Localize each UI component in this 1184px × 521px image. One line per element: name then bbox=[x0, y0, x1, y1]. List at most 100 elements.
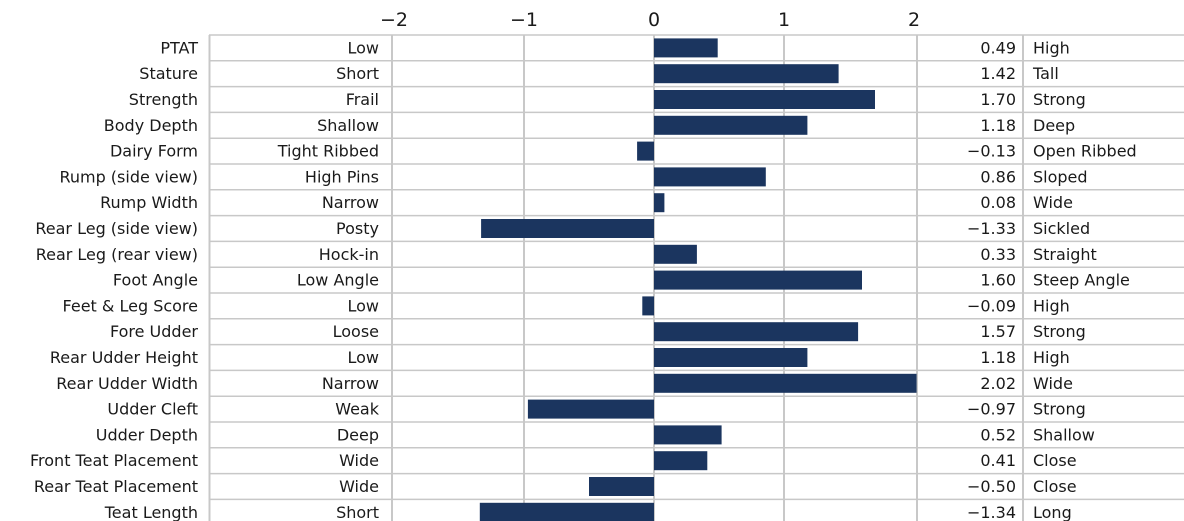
low-label: Posty bbox=[336, 219, 379, 238]
low-label: Wide bbox=[339, 477, 379, 496]
value-label: −0.97 bbox=[967, 400, 1016, 419]
high-label: Strong bbox=[1033, 322, 1086, 341]
x-tick-label: 0 bbox=[648, 9, 660, 31]
value-label: 1.57 bbox=[980, 322, 1016, 341]
x-tick-label: −1 bbox=[510, 9, 538, 31]
value-label: 1.18 bbox=[980, 348, 1016, 367]
trait-label: Feet & Leg Score bbox=[63, 296, 198, 315]
trait-label: Teat Length bbox=[104, 503, 198, 521]
bar-0 bbox=[654, 38, 718, 58]
x-tick-label: 2 bbox=[908, 9, 920, 31]
bar-16 bbox=[654, 451, 708, 471]
low-label: Low bbox=[347, 38, 379, 57]
x-tick-label: 1 bbox=[778, 9, 790, 31]
trait-label: Rear Leg (side view) bbox=[35, 219, 198, 238]
low-label: Frail bbox=[346, 90, 379, 109]
bar-4 bbox=[637, 141, 654, 161]
trait-label: Rear Leg (rear view) bbox=[36, 245, 198, 264]
high-label: High bbox=[1033, 348, 1070, 367]
trait-label: Rear Teat Placement bbox=[34, 477, 198, 496]
low-label: Low Angle bbox=[297, 271, 379, 290]
value-label: 1.70 bbox=[980, 90, 1016, 109]
trait-label: Udder Depth bbox=[96, 425, 198, 444]
low-label: Tight Ribbed bbox=[277, 142, 379, 161]
bar-18 bbox=[479, 502, 654, 521]
value-label: −1.34 bbox=[967, 503, 1016, 521]
low-label: Low bbox=[347, 296, 379, 315]
high-label: Close bbox=[1033, 477, 1077, 496]
value-label: 0.86 bbox=[980, 167, 1016, 186]
high-label: High bbox=[1033, 296, 1070, 315]
value-label: 0.33 bbox=[980, 245, 1016, 264]
x-tick-label: −2 bbox=[380, 9, 408, 31]
trait-label: PTAT bbox=[160, 38, 198, 57]
low-label: Low bbox=[347, 348, 379, 367]
low-label: Weak bbox=[335, 400, 380, 419]
low-label: Short bbox=[336, 503, 379, 521]
trait-label: Rear Udder Height bbox=[50, 348, 198, 367]
value-label: −0.50 bbox=[967, 477, 1016, 496]
bar-5 bbox=[654, 167, 766, 187]
high-label: Long bbox=[1033, 503, 1072, 521]
value-label: −0.09 bbox=[967, 296, 1016, 315]
bar-1 bbox=[654, 64, 839, 84]
bar-11 bbox=[654, 322, 859, 342]
high-label: Open Ribbed bbox=[1033, 142, 1137, 161]
value-label: 1.18 bbox=[980, 116, 1016, 135]
low-label: Wide bbox=[339, 451, 379, 470]
high-label: High bbox=[1033, 38, 1070, 57]
bar-13 bbox=[654, 373, 917, 393]
high-label: Close bbox=[1033, 451, 1077, 470]
high-label: Steep Angle bbox=[1033, 271, 1130, 290]
trait-label: Stature bbox=[139, 64, 198, 83]
high-label: Tall bbox=[1032, 64, 1059, 83]
trait-label: Rump (side view) bbox=[59, 167, 198, 186]
trait-label: Dairy Form bbox=[110, 142, 198, 161]
trait-label: Front Teat Placement bbox=[30, 451, 198, 470]
bar-2 bbox=[654, 90, 875, 109]
trait-label: Rear Udder Width bbox=[56, 374, 198, 393]
row-labels: PTAT Low 0.49 High Stature Short 1.42 Tall Stren… bbox=[30, 38, 1137, 521]
trait-label: Body Depth bbox=[104, 116, 198, 135]
x-axis-ticks: −2 −1 0 1 2 bbox=[380, 9, 920, 31]
high-label: Wide bbox=[1033, 374, 1073, 393]
value-label: −0.13 bbox=[967, 142, 1016, 161]
bar-6 bbox=[654, 193, 665, 213]
high-label: Wide bbox=[1033, 193, 1073, 212]
high-label: Straight bbox=[1033, 245, 1097, 264]
bars bbox=[479, 38, 917, 521]
value-label: 0.49 bbox=[980, 38, 1016, 57]
high-label: Shallow bbox=[1033, 425, 1095, 444]
bar-14 bbox=[527, 399, 654, 419]
low-label: Hock-in bbox=[319, 245, 379, 264]
high-label: Strong bbox=[1033, 400, 1086, 419]
low-label: Narrow bbox=[322, 193, 379, 212]
trait-label: Fore Udder bbox=[110, 322, 198, 341]
value-label: 0.41 bbox=[980, 451, 1016, 470]
low-label: Deep bbox=[337, 425, 379, 444]
low-label: Shallow bbox=[317, 116, 379, 135]
trait-label: Udder Cleft bbox=[107, 400, 198, 419]
bar-8 bbox=[654, 244, 697, 264]
low-label: Short bbox=[336, 64, 379, 83]
high-label: Sickled bbox=[1033, 219, 1090, 238]
bar-7 bbox=[481, 219, 654, 238]
bar-10 bbox=[642, 296, 654, 316]
value-label: 2.02 bbox=[980, 374, 1016, 393]
value-label: −1.33 bbox=[967, 219, 1016, 238]
value-label: 0.08 bbox=[980, 193, 1016, 212]
bar-9 bbox=[654, 270, 862, 290]
high-label: Deep bbox=[1033, 116, 1075, 135]
trait-label: Rump Width bbox=[100, 193, 198, 212]
high-label: Sloped bbox=[1033, 167, 1088, 186]
high-label: Strong bbox=[1033, 90, 1086, 109]
value-label: 1.42 bbox=[980, 64, 1016, 83]
trait-label: Strength bbox=[129, 90, 198, 109]
bar-15 bbox=[654, 425, 722, 445]
bar-17 bbox=[589, 477, 654, 496]
value-label: 1.60 bbox=[980, 271, 1016, 290]
low-label: Narrow bbox=[322, 374, 379, 393]
bar-12 bbox=[654, 348, 808, 367]
trait-label: Foot Angle bbox=[113, 271, 198, 290]
